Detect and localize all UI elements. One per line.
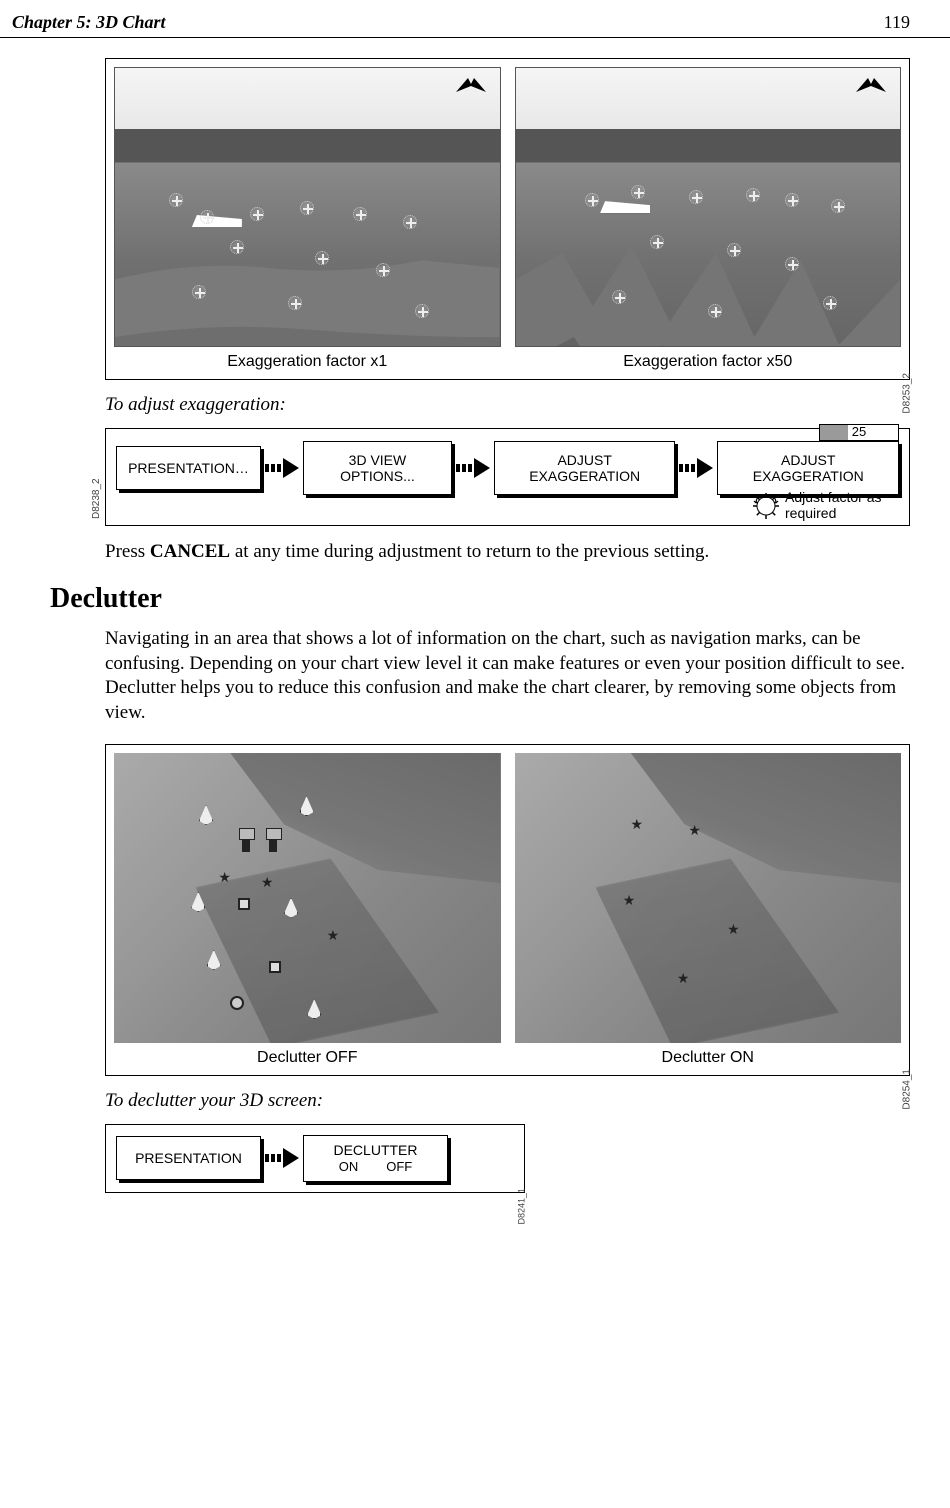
caption-declutter-on: Declutter ON xyxy=(662,1049,754,1067)
navmark-pin xyxy=(242,834,250,852)
waypoint-marker xyxy=(315,251,329,265)
navmark-buoy xyxy=(191,892,205,912)
waypoint-marker xyxy=(631,185,645,199)
aerial-off xyxy=(114,753,501,1043)
navmark-buoy xyxy=(199,805,213,825)
navmark-star xyxy=(727,921,740,939)
adjust-exaggeration-lead: To adjust exaggeration: xyxy=(105,394,910,416)
navmark-buoy xyxy=(300,796,314,816)
adjust-flow: PRESENTATION… 3D VIEW OPTIONS... ADJUST … xyxy=(105,428,910,526)
softkey-adjust-exaggeration[interactable]: ADJUST EXAGGERATION xyxy=(494,441,676,495)
declutter-off-panel: Declutter OFF xyxy=(114,753,501,1067)
declutter-figure: Declutter OFF Declutter ON D8254_1 xyxy=(105,744,910,1076)
waypoint-marker xyxy=(785,193,799,207)
waypoint-marker xyxy=(585,193,599,207)
declutter-paragraph: Navigating in an area that shows a lot o… xyxy=(105,627,910,726)
waypoint-marker xyxy=(612,290,626,304)
waypoint-marker xyxy=(403,215,417,229)
exaggeration-x50-panel: Exaggeration factor x50 xyxy=(515,67,902,371)
adjust-note: Adjust factor as required xyxy=(753,490,895,521)
waypoint-marker xyxy=(353,207,367,221)
waypoint-marker xyxy=(200,210,214,224)
arrow-icon xyxy=(679,457,713,479)
waypoint-marker xyxy=(415,304,429,318)
figure-ref: D8241_1 xyxy=(517,1188,527,1225)
navmark-buoy xyxy=(284,898,298,918)
declutter-heading: Declutter xyxy=(50,583,910,615)
navmark-pin xyxy=(269,834,277,852)
softkey-adjust-exaggeration-value[interactable]: 25 ADJUST EXAGGERATION xyxy=(717,441,899,495)
rotary-dial-icon xyxy=(753,493,779,519)
cancel-instruction: Press CANCEL at any time during adjustme… xyxy=(105,540,910,565)
figure-ref: D8238_2 xyxy=(91,479,102,520)
softkey-declutter-toggle[interactable]: DECLUTTER ON OFF xyxy=(303,1135,448,1182)
waypoint-marker xyxy=(169,193,183,207)
north-icon xyxy=(456,76,486,92)
navmark-buoy xyxy=(207,950,221,970)
waypoint-marker xyxy=(300,201,314,215)
exaggeration-value: 25 xyxy=(819,424,899,441)
navmark-star xyxy=(218,869,231,887)
declutter-lead: To declutter your 3D screen: xyxy=(105,1090,910,1112)
waypoint-marker xyxy=(376,263,390,277)
navmark-star xyxy=(327,927,340,945)
declutter-flow: PRESENTATION DECLUTTER ON OFF D8241_1 xyxy=(105,1124,525,1193)
arrow-icon xyxy=(456,457,490,479)
navmark-star xyxy=(688,822,701,840)
exaggeration-x1-panel: Exaggeration factor x1 xyxy=(114,67,501,371)
caption-x1: Exaggeration factor x1 xyxy=(227,353,387,371)
page-header: Chapter 5: 3D Chart 119 xyxy=(0,0,950,38)
navmark-star xyxy=(630,816,643,834)
waypoint-marker xyxy=(785,257,799,271)
arrow-icon xyxy=(265,1147,299,1169)
softkey-presentation[interactable]: PRESENTATION xyxy=(116,1136,261,1180)
softkey-presentation[interactable]: PRESENTATION… xyxy=(116,446,261,490)
exaggeration-figure: Exaggeration factor x1 Exaggeration fact… xyxy=(105,58,910,380)
softkey-3d-view-options[interactable]: 3D VIEW OPTIONS... xyxy=(303,441,452,495)
waypoint-marker xyxy=(831,199,845,213)
waypoint-marker xyxy=(823,296,837,310)
waypoint-marker xyxy=(650,235,664,249)
waypoint-marker xyxy=(746,188,760,202)
north-icon xyxy=(856,76,886,92)
chart3d-x1 xyxy=(114,67,501,347)
caption-declutter-off: Declutter OFF xyxy=(257,1049,357,1067)
waypoint-marker xyxy=(689,190,703,204)
waypoint-marker xyxy=(288,296,302,310)
waypoint-marker xyxy=(727,243,741,257)
navmark-star xyxy=(261,874,274,892)
navmark-circle xyxy=(230,996,244,1010)
waypoint-marker xyxy=(708,304,722,318)
navmark-buoy xyxy=(307,999,321,1019)
declutter-on-panel: Declutter ON xyxy=(515,753,902,1067)
navmark-square xyxy=(238,898,250,910)
navmark-square xyxy=(269,961,281,973)
aerial-on xyxy=(515,753,902,1043)
chart3d-x50 xyxy=(515,67,902,347)
waypoint-marker xyxy=(250,207,264,221)
waypoint-marker xyxy=(192,285,206,299)
navmark-star xyxy=(677,970,690,988)
arrow-icon xyxy=(265,457,299,479)
chapter-title: Chapter 5: 3D Chart xyxy=(12,12,166,33)
figure-ref: D8254_1 xyxy=(902,1069,913,1110)
caption-x50: Exaggeration factor x50 xyxy=(623,353,792,371)
waypoint-marker xyxy=(230,240,244,254)
figure-ref: D8253_2 xyxy=(902,373,913,414)
navmark-star xyxy=(623,892,636,910)
page-number: 119 xyxy=(884,12,910,33)
